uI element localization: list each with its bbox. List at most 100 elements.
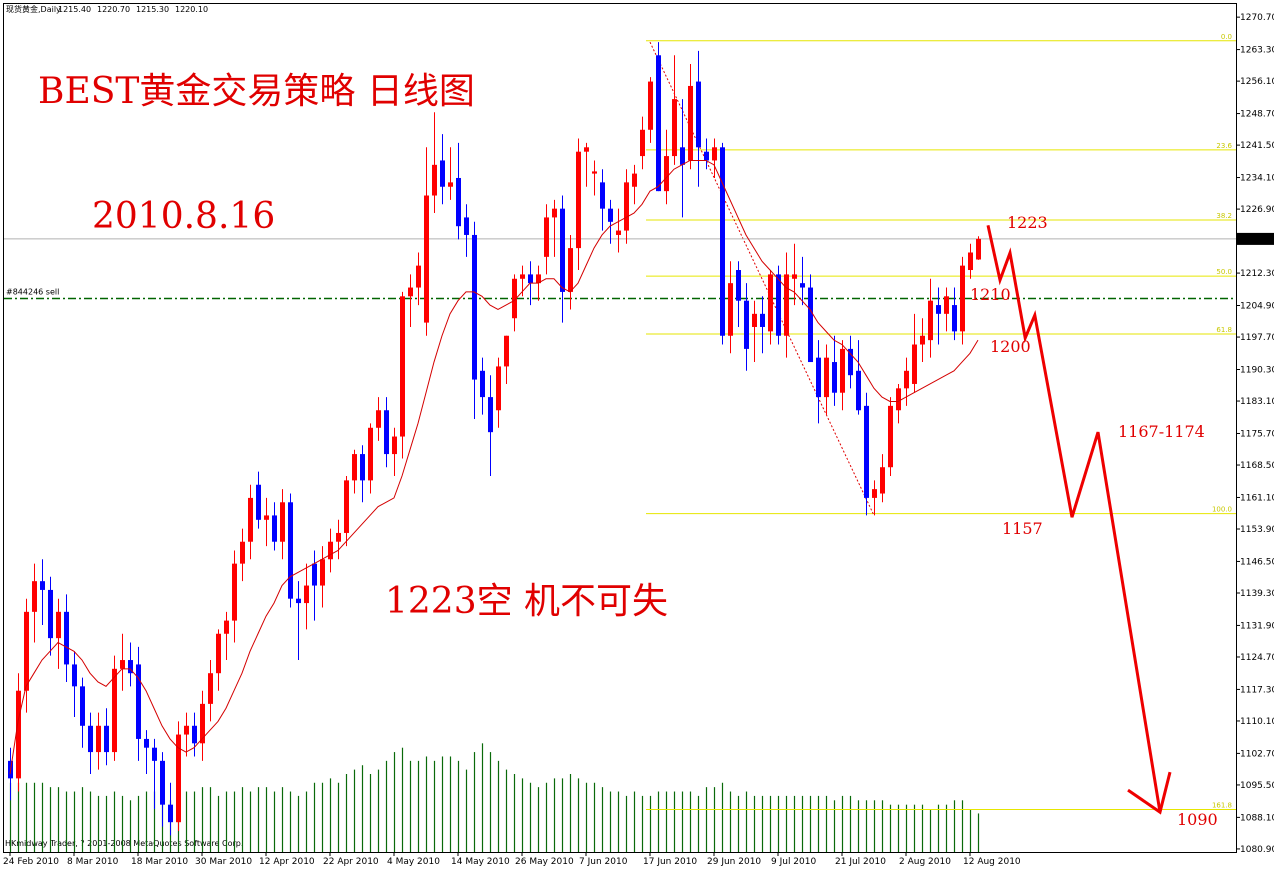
x-tick-label: 26 May 2010 [515,857,574,867]
annotation: 1210 [970,285,1011,304]
candle-body [136,664,141,739]
candle-body [464,217,469,235]
plot-frame [3,3,1237,853]
y-tick-label: 1117.30 [1240,685,1274,695]
ohlc-high: 1220.70 [97,5,130,14]
candle-body [888,405,893,468]
candle-body [640,129,645,157]
candle-body [672,99,677,157]
annotation: 2010.8.16 [92,196,275,237]
candle-body [16,690,21,779]
candle-body [792,274,797,279]
candle-body [664,156,669,192]
candle-body [776,274,781,336]
candle-body [504,335,509,367]
candle-body [96,725,101,753]
fib-label: 38.2 [1216,212,1232,220]
candle-body [904,370,909,389]
y-tick-label: 1212.30 [1240,269,1274,279]
candle-body [760,313,765,327]
candle-body [448,182,453,187]
candle-body [864,405,869,498]
candle-body [168,804,173,823]
fib-label: 23.6 [1216,142,1232,150]
x-tick-label: 7 Jun 2010 [579,857,628,867]
candle-body [856,370,861,411]
candle-body [824,357,829,398]
candle-body [592,171,597,174]
y-tick-label: 1183.10 [1240,397,1274,407]
candle-body [32,581,37,612]
candle-body [600,182,605,209]
x-tick-label: 12 Apr 2010 [259,857,315,867]
candle-body [704,151,709,161]
candle-body [64,611,69,665]
y-tick-label: 1226.90 [1240,205,1274,215]
candle-body [944,296,949,314]
candle-body [816,357,821,398]
candle-body [616,230,621,235]
candle-body [352,454,357,481]
annotation: 1223 [1007,213,1048,232]
candle-body [360,454,365,481]
candle-body [696,81,701,148]
candle-body [304,585,309,604]
candle-body [312,563,317,586]
y-tick-label: 1161.10 [1240,493,1274,503]
y-tick-label: 1248.70 [1240,110,1274,120]
fib-label: 0.0 [1221,33,1232,41]
candle-body [288,502,293,599]
forecast-path [986,224,1162,813]
candle-body [224,620,229,634]
candle-body [384,410,389,455]
y-tick-label: 1110.10 [1240,717,1274,727]
candle-body [688,85,693,161]
x-tick-label: 12 Aug 2010 [963,857,1021,867]
candle-body [144,738,149,748]
candle-body [184,725,189,735]
candle-body [400,296,405,437]
candle-body [608,208,613,222]
y-tick-label: 1234.10 [1240,174,1274,184]
candle-body [160,760,165,805]
candle-body [48,589,53,639]
order-label: #844246 sell [6,287,59,296]
candle-body [408,287,413,297]
candle-body [256,484,261,520]
candle-body [320,559,325,586]
candle-body [344,480,349,533]
candle-body [296,598,301,604]
candle-body [648,81,653,130]
fib-label: 61.8 [1216,326,1232,334]
y-tick-label: 1204.90 [1240,302,1274,312]
price-box-label: 1220.10 [1239,235,1274,245]
fib-trend [649,41,875,516]
candle-body [520,274,525,279]
candle-body [576,151,581,249]
x-tick-label: 30 Mar 2010 [195,857,252,867]
candle-body [280,502,285,542]
candle-body [488,397,493,433]
candle-body [496,366,501,411]
annotation: 1223空 机不可失 [385,581,668,622]
x-tick-label: 22 Apr 2010 [323,857,379,867]
candle-body [104,725,109,753]
candle-body [560,208,565,292]
candle-body [808,287,813,363]
copyright: HKmidway Trader, ? 2001-2008 MetaQuotes … [5,839,243,848]
price-box [1237,232,1274,245]
x-tick-label: 21 Jul 2010 [835,857,886,867]
candle-body [112,668,117,753]
candle-body [272,515,277,542]
candle-body [832,362,837,393]
candle-body [264,515,269,520]
candle-body [712,147,717,161]
x-tick-label: 18 Mar 2010 [131,857,188,867]
candle-body [392,436,397,455]
x-tick-label: 4 May 2010 [387,857,440,867]
candle-body [920,335,925,345]
fib-label: 161.8 [1212,801,1232,809]
y-tick-label: 1197.70 [1240,333,1274,343]
